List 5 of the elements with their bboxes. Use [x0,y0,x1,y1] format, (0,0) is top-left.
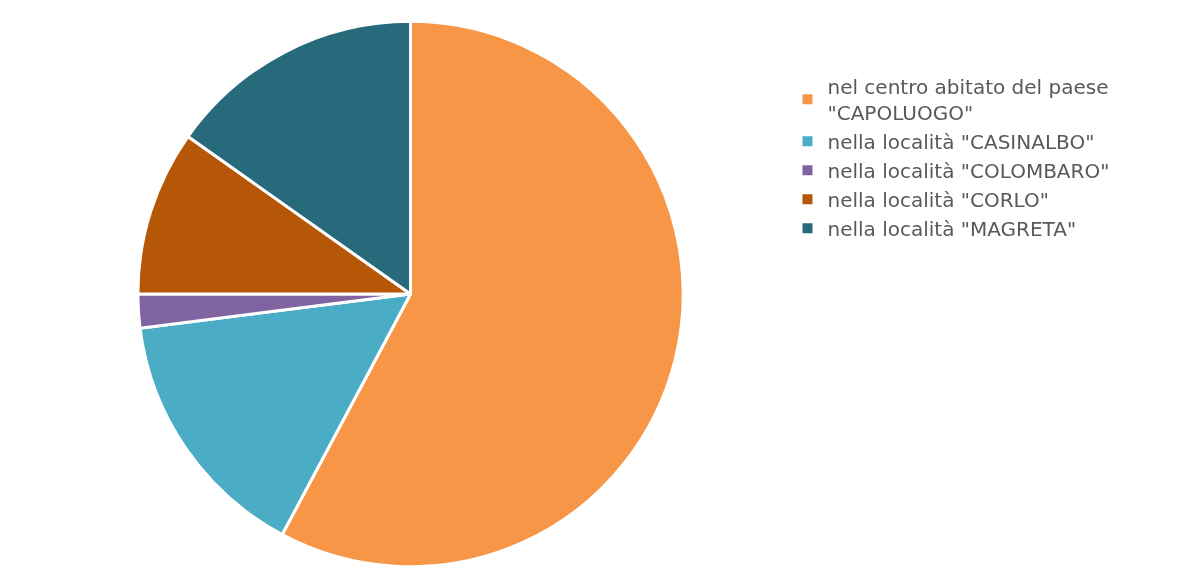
legend-label: nella località "MAGRETA" [827,217,1077,242]
legend-label: nella località "CASINALBO" [827,130,1095,155]
legend-label: nella località "CORLO" [827,188,1049,213]
legend-label: nella località "COLOMBARO" [827,159,1110,184]
legend-label: nel centro abitato del paese "CAPOLUOGO" [827,75,1109,126]
